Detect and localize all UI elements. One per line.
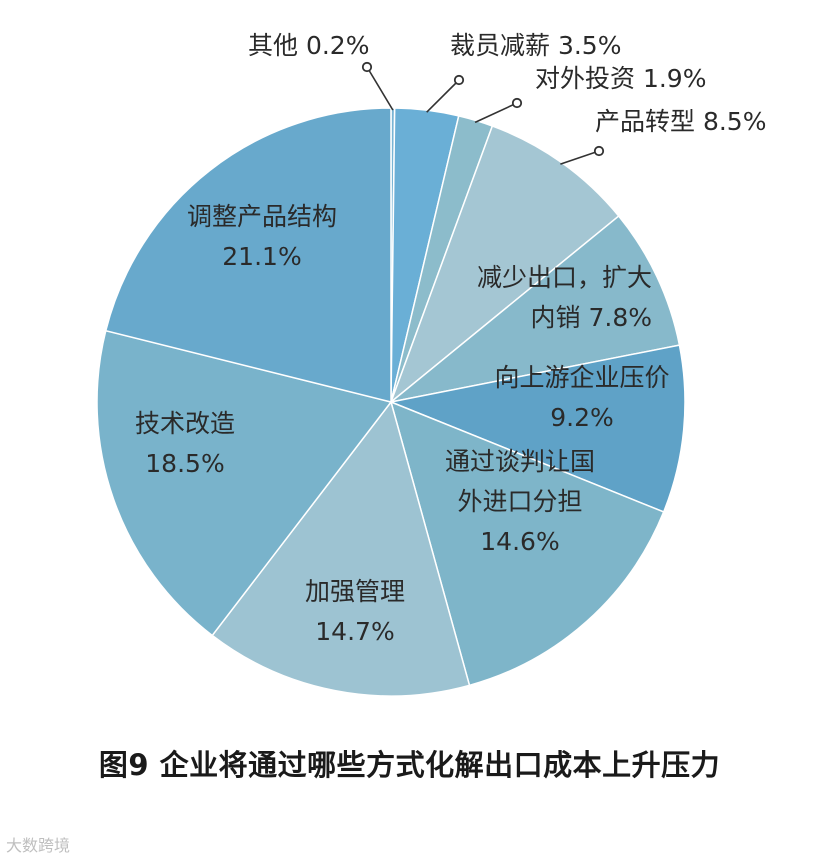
slice-label-5: 向上游企业压价 9.2% [494, 363, 669, 432]
slice-label-6-line-0: 通过谈判让国 [445, 447, 595, 476]
slice-label-6-line-1: 外进口分担 [457, 487, 582, 516]
pie-slice-8 [96, 329, 393, 637]
callout-dot-1 [453, 74, 465, 86]
slice-label-7-line-0: 加强管理 [305, 577, 405, 606]
watermark-text: 大数跨境 [6, 836, 71, 855]
slice-label-5-line-1: 9.2% [550, 403, 614, 432]
callout-line-3 [560, 150, 600, 165]
slice-label-8: 技术改造 18.5% [135, 409, 235, 478]
slice-label-7-line-1: 14.7% [315, 617, 394, 646]
callout-dot-3 [593, 145, 605, 157]
slice-label-5-line-0: 向上游企业压价 [494, 363, 669, 392]
slice-label-1: 裁员减薪 3.5% [450, 31, 621, 60]
slice-label-0: 其他 0.2% [248, 31, 369, 60]
slice-label-6: 通过谈判让国外进口分担 14.6% [445, 447, 595, 556]
slice-label-6-line-2: 14.6% [480, 527, 559, 556]
slice-label-2: 对外投资 1.9% [535, 64, 706, 93]
slice-label-9-line-0: 调整产品结构 [187, 202, 337, 231]
slice-label-4: 减少出口，扩大内销 7.8% [477, 263, 652, 332]
callout-dot-0 [361, 61, 373, 73]
figure-caption: 图9 企业将通过哪些方式化解出口成本上升压力 [98, 748, 721, 782]
pie-slice-7 [211, 400, 471, 697]
slice-labels: 其他 0.2% 裁员减薪 3.5% 对外投资 1.9% 产品转型 8.5% 减少出口，扩… [135, 31, 766, 646]
slice-label-8-line-1: 18.5% [145, 449, 224, 478]
pie-slices [96, 107, 686, 697]
slice-label-7: 加强管理 14.7% [305, 577, 405, 646]
callout-line-2 [474, 102, 518, 124]
pie-slice-5 [388, 344, 686, 513]
slice-label-9-line-1: 21.1% [222, 242, 301, 271]
callout-line-0 [366, 66, 394, 111]
callout-dot-2 [511, 97, 523, 109]
slice-label-8-line-0: 技术改造 [135, 409, 235, 438]
callout-line-1 [426, 79, 460, 113]
slice-label-3: 产品转型 8.5% [595, 107, 766, 136]
pie-slice-4 [390, 214, 681, 403]
pie-slice-3 [389, 125, 620, 405]
slice-label-9: 调整产品结构 21.1% [187, 202, 337, 271]
pie-slice-6 [389, 400, 665, 687]
pie-slice-9 [104, 107, 392, 403]
callout-leaders [361, 61, 605, 165]
slice-label-4-line-0: 减少出口，扩大 [477, 263, 652, 292]
slice-label-4-line-1: 内销 7.8% [531, 303, 652, 332]
